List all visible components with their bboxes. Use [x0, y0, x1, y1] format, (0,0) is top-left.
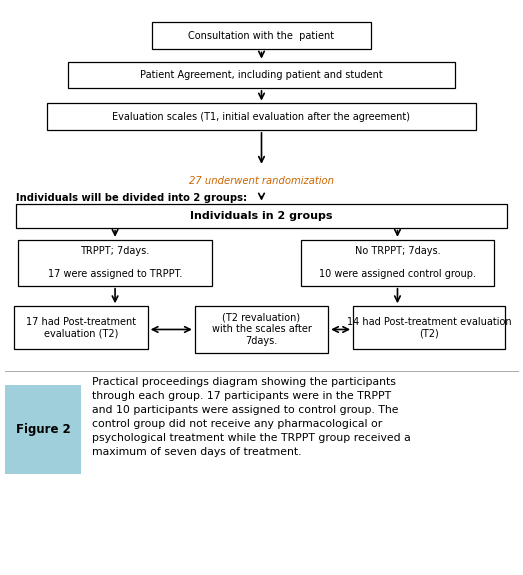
FancyBboxPatch shape	[47, 104, 476, 130]
Text: Figure 2: Figure 2	[16, 423, 71, 436]
Text: 27 underwent randomization: 27 underwent randomization	[189, 176, 334, 186]
FancyBboxPatch shape	[195, 306, 328, 353]
Text: Evaluation scales (T1, initial evaluation after the agreement): Evaluation scales (T1, initial evaluatio…	[112, 112, 411, 122]
Text: Individuals will be divided into 2 groups:: Individuals will be divided into 2 group…	[16, 193, 247, 204]
FancyBboxPatch shape	[152, 22, 371, 49]
Text: (T2 revaluation)
with the scales after
7days.: (T2 revaluation) with the scales after 7…	[212, 313, 311, 346]
Text: No TRPPT; 7days.

10 were assigned control group.: No TRPPT; 7days. 10 were assigned contro…	[319, 246, 476, 279]
FancyBboxPatch shape	[16, 204, 507, 228]
Text: Practical proceedings diagram showing the participants
through each group. 17 pa: Practical proceedings diagram showing th…	[92, 377, 410, 457]
Text: 17 had Post-treatment
evaluation (T2): 17 had Post-treatment evaluation (T2)	[26, 317, 136, 339]
Text: Individuals in 2 groups: Individuals in 2 groups	[190, 210, 333, 221]
Text: TRPPT; 7days.

17 were assigned to TRPPT.: TRPPT; 7days. 17 were assigned to TRPPT.	[48, 246, 182, 279]
FancyBboxPatch shape	[14, 306, 147, 349]
FancyBboxPatch shape	[68, 62, 455, 88]
FancyBboxPatch shape	[18, 240, 212, 286]
Text: 14 had Post-treatment evaluation
(T2): 14 had Post-treatment evaluation (T2)	[347, 317, 511, 339]
FancyBboxPatch shape	[353, 306, 505, 349]
Text: Consultation with the  patient: Consultation with the patient	[188, 30, 335, 41]
Text: Patient Agreement, including patient and student: Patient Agreement, including patient and…	[140, 70, 383, 80]
FancyBboxPatch shape	[301, 240, 494, 286]
FancyBboxPatch shape	[5, 385, 81, 474]
